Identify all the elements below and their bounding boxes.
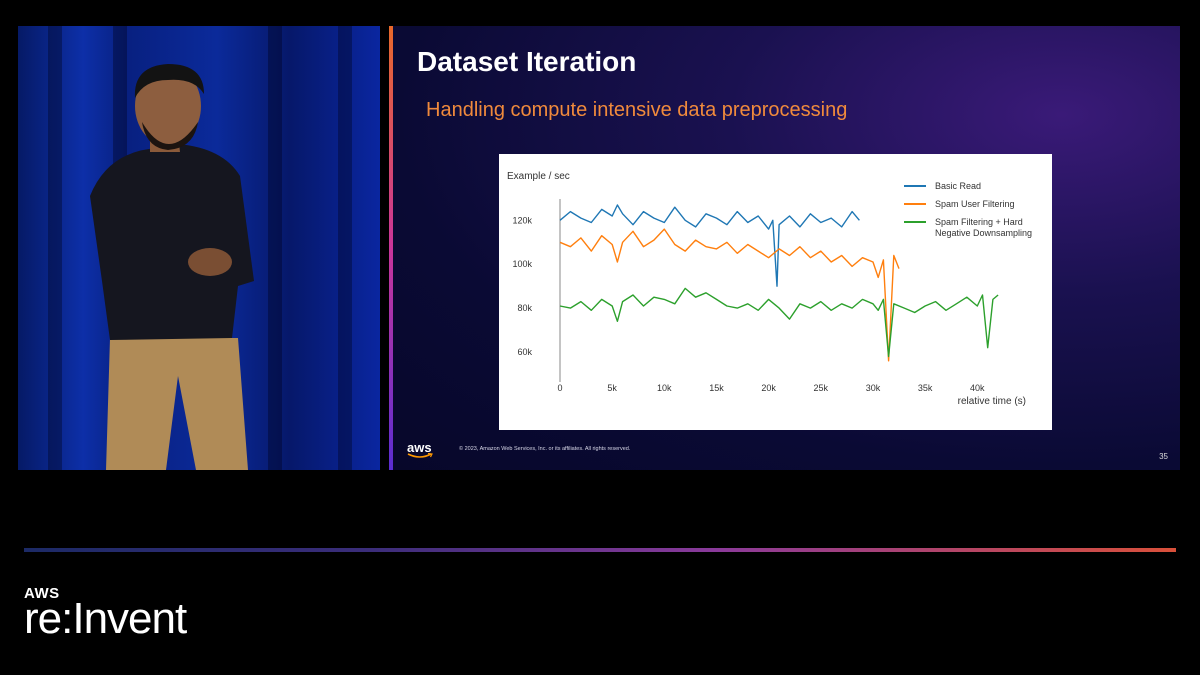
brand-reinvent-text: re:Invent bbox=[24, 594, 187, 643]
x-tick-label: 5k bbox=[607, 383, 617, 393]
x-tick-label: 40k bbox=[970, 383, 985, 393]
x-tick-label: 0 bbox=[557, 383, 562, 393]
gradient-divider bbox=[24, 548, 1176, 552]
series-line bbox=[559, 204, 860, 287]
x-tick-label: 20k bbox=[761, 383, 776, 393]
x-tick-label: 30k bbox=[866, 383, 881, 393]
y-tick-label: 60k bbox=[517, 347, 532, 357]
chart-legend: Basic Read Spam User Filtering Spam Filter… bbox=[904, 181, 1032, 238]
x-tick-label: 10k bbox=[657, 383, 672, 393]
brand-aws-text: AWS bbox=[24, 585, 60, 602]
slide-title: Dataset Iteration bbox=[417, 46, 637, 77]
x-tick-label: 15k bbox=[709, 383, 724, 393]
slide-subtitle: Handling compute intensive data preproce… bbox=[426, 99, 848, 121]
slide-accent-bar bbox=[389, 26, 393, 470]
legend-label: Basic Read bbox=[935, 181, 981, 191]
legend-label: Spam User Filtering bbox=[935, 199, 1015, 209]
curtain-fold bbox=[48, 26, 62, 470]
presentation-slide: Dataset Iteration Handling compute inten… bbox=[389, 26, 1180, 470]
y-tick-label: 100k bbox=[512, 259, 532, 269]
speaker-trousers bbox=[106, 338, 248, 470]
speaker-video-panel bbox=[18, 26, 380, 470]
speaker-hair bbox=[134, 64, 204, 98]
speaker-hands bbox=[188, 248, 232, 276]
curtain-fold bbox=[338, 26, 352, 470]
y-tick-label: 120k bbox=[512, 215, 532, 225]
curtain-fold bbox=[268, 26, 282, 470]
series-line bbox=[559, 287, 999, 358]
speaker-figure bbox=[90, 64, 254, 470]
aws-logo: aws bbox=[407, 440, 433, 459]
x-tick-label: 35k bbox=[918, 383, 933, 393]
reinvent-logo: AWS re:Invent bbox=[24, 585, 187, 643]
aws-logo-text: aws bbox=[407, 440, 432, 455]
speaker-shirt bbox=[90, 144, 254, 340]
chart-panel: Example / sec relative time (s) 0 5k 10k 15… bbox=[499, 154, 1052, 430]
slide-page-number: 35 bbox=[1159, 452, 1168, 461]
y-axis-label: Example / sec bbox=[507, 171, 570, 182]
speaker-head bbox=[135, 66, 201, 146]
x-tick-label: 25k bbox=[814, 383, 829, 393]
legend-label: Spam Filtering + Hard Negative Downsampli… bbox=[935, 217, 1032, 238]
series-line bbox=[559, 228, 900, 362]
aws-smile-icon bbox=[407, 453, 433, 458]
speaker-beard bbox=[142, 122, 198, 150]
x-axis-label: relative time (s) bbox=[958, 396, 1026, 407]
throughput-line-chart: Example / sec relative time (s) 0 5k 10k 15… bbox=[507, 171, 1032, 407]
y-tick-label: 80k bbox=[517, 303, 532, 313]
copyright-notice: © 2023, Amazon Web Services, Inc. or its… bbox=[459, 446, 631, 452]
